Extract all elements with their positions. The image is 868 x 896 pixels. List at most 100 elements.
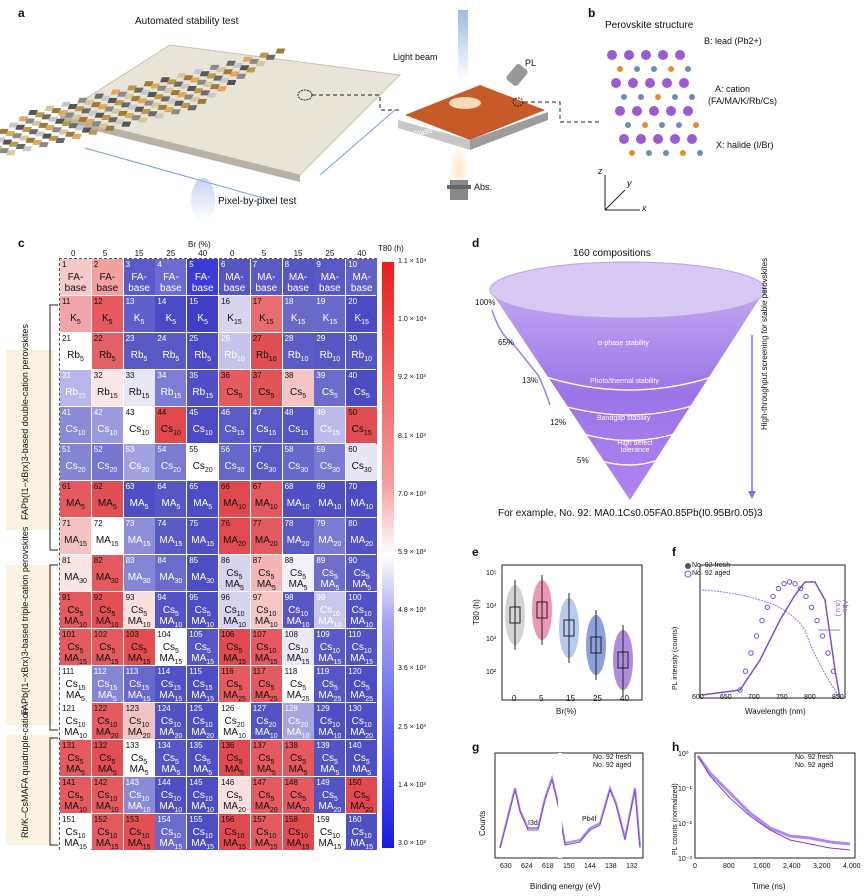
- cell-number: 28: [284, 334, 294, 343]
- board-pixel: [77, 97, 88, 103]
- cell-composition: MA20: [223, 535, 246, 549]
- e-xlabel: Br(%): [556, 707, 577, 716]
- grid-cell: 116 Cs5 MA25: [219, 666, 250, 703]
- cell-number: 31: [62, 371, 71, 380]
- e-xtick: 25: [593, 694, 602, 703]
- cell-composition: MA5: [225, 764, 244, 778]
- board-pixel: [0, 137, 6, 143]
- panel-h-chart: [694, 752, 856, 859]
- board-pixel: [166, 79, 177, 85]
- panel-g-chart: [494, 752, 644, 859]
- grid-cell: 102 Cs5 MA15: [91, 629, 123, 666]
- cell-number: 117: [252, 667, 266, 676]
- cell-number: 160: [348, 815, 362, 824]
- cell-number: 19: [316, 297, 326, 306]
- cell-composition: Cs5: [131, 605, 148, 619]
- grid-cell: 105 Cs5 MA15: [187, 629, 219, 666]
- cell-composition: Cs10: [288, 827, 309, 841]
- cell-composition: MA5: [129, 498, 149, 512]
- grid-cell: 135 Cs5 MA5: [187, 740, 219, 777]
- br-tick: 0: [71, 249, 76, 258]
- cell-composition: Cs10: [319, 642, 340, 656]
- cell-composition: MA20: [286, 801, 310, 815]
- grid-cell: 3 FA-base: [123, 259, 155, 295]
- cell-composition: Cs15: [288, 424, 309, 438]
- board-pixel: [18, 135, 29, 141]
- grid-cell: 160 Cs10 MA15: [346, 814, 378, 851]
- cell-composition: base: [96, 283, 119, 294]
- cell-composition: Cs5: [99, 642, 116, 656]
- cell-number: 15: [189, 297, 199, 306]
- cell-number: 65: [189, 482, 199, 491]
- cell-composition: MA15: [286, 838, 310, 852]
- cell-number: 133: [125, 741, 139, 750]
- grid-cell: 139 Cs5 MA5: [314, 740, 346, 777]
- cell-number: 73: [125, 519, 135, 528]
- cell-composition: Cs10: [129, 790, 150, 804]
- cell-composition: MA20: [318, 535, 342, 549]
- cell-number: 32: [93, 371, 103, 380]
- grid-cell: 150 Cs5 MA20: [346, 777, 378, 815]
- cell-composition: MA25: [350, 690, 374, 704]
- lead-atom: [628, 78, 638, 88]
- lead-atom: [658, 50, 668, 60]
- grid-cell: 56 Cs30: [219, 444, 250, 480]
- board-pixel: [38, 142, 49, 148]
- cell-number: 5: [189, 260, 194, 269]
- grid-cell: 43 Cs10: [123, 407, 155, 443]
- grid-cell: 21 Rb5: [60, 333, 91, 369]
- grid-cell: 92 Cs5 MA10: [91, 592, 123, 629]
- cell-composition: FA-: [67, 272, 84, 283]
- board-pixel: [114, 100, 125, 106]
- f-marker: [808, 604, 815, 610]
- board-pixel: [48, 116, 59, 122]
- cell-composition: Cs10: [65, 716, 86, 730]
- board-pixel: [121, 121, 132, 127]
- cell-number: 2: [93, 260, 99, 269]
- g-xtick: 132: [626, 863, 638, 870]
- grid-cell: 74 MA15: [155, 518, 187, 554]
- cell-composition: Cs5: [99, 605, 116, 619]
- f-ylabel2: Abs. (a.u.): [834, 600, 848, 617]
- colorbar-tick: 7.0 × 10³: [398, 490, 426, 498]
- cell-composition: Rb5: [194, 350, 212, 364]
- cell-composition: MA5: [288, 579, 308, 593]
- cell-composition: Cs5: [226, 790, 243, 804]
- grid-cell: 24 Rb5: [155, 333, 187, 369]
- cell-composition: MA-: [288, 272, 308, 283]
- cell-number: 63: [125, 482, 135, 491]
- cell-number: 153: [125, 815, 139, 824]
- board-pixel: [97, 104, 108, 110]
- cell-composition: MA15: [64, 653, 87, 667]
- board-pixel: [249, 58, 260, 64]
- grid-cell: 91 Cs5 MA10: [60, 592, 91, 629]
- grid-cell: 143 Cs10 MA10: [123, 777, 155, 814]
- cell-number: 38: [284, 371, 294, 380]
- cell-composition: base: [191, 283, 214, 294]
- cell-composition: MA25: [318, 690, 342, 704]
- halide-atom: [655, 94, 661, 100]
- cell-number: 137: [252, 741, 267, 750]
- colorbar-tick: 1.4 × 10³: [398, 781, 426, 789]
- grid-cell: 121 Cs10 MA10: [60, 703, 91, 740]
- cell-composition: Rb5: [98, 350, 116, 364]
- board-pixel: [255, 61, 266, 67]
- cell-composition: MA20: [350, 801, 374, 815]
- grid-cell: 149 Cs5 MA20: [314, 777, 346, 814]
- cell-number: 99: [316, 593, 326, 602]
- board-pixel: [173, 81, 184, 87]
- f-xlabel: Wavelength (nm): [745, 707, 806, 716]
- g-xtick: 618: [542, 863, 554, 870]
- grid-cell: 14 K5: [155, 296, 187, 332]
- halide-atom: [676, 122, 682, 128]
- screening-label: High-throughput screening for stable per…: [760, 257, 769, 430]
- cell-composition: Cs20: [97, 461, 118, 475]
- cell-composition: Rb10: [224, 350, 245, 364]
- grid-cell: 133 Cs5 MA5: [123, 740, 155, 777]
- h-xtick: 3,200: [813, 863, 831, 870]
- cell-number: 83: [125, 556, 135, 565]
- cell-number: 29: [316, 334, 326, 343]
- cell-composition: Cs5: [258, 790, 275, 804]
- grid-cell: 31 Rb15: [60, 370, 91, 406]
- cell-number: 35: [189, 371, 199, 380]
